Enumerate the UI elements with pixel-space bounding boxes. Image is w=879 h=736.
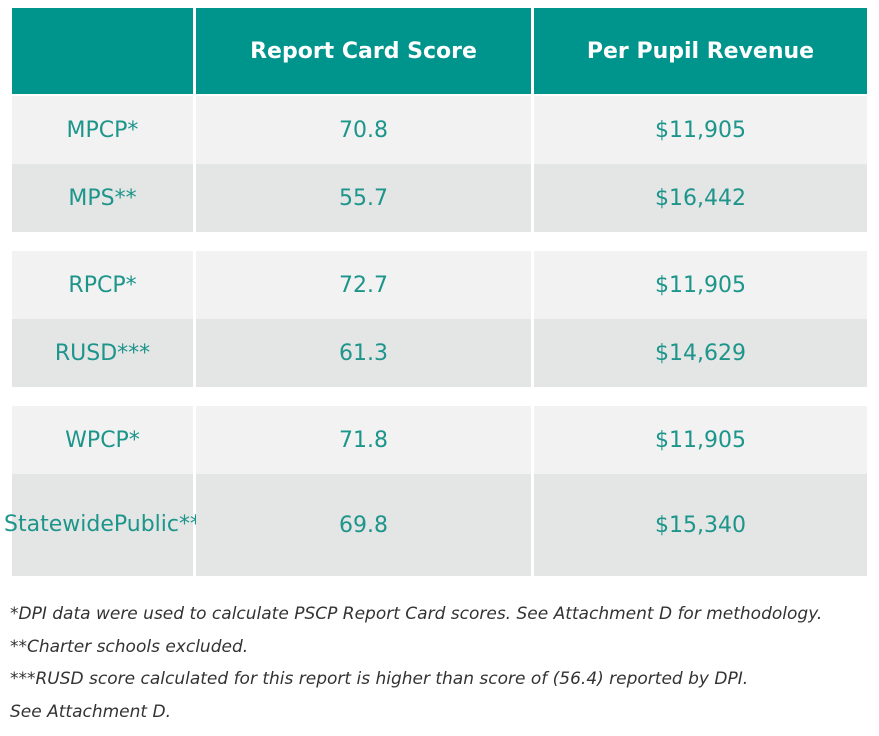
row-label-line1: Statewide <box>4 512 114 537</box>
row-label: RUSD*** <box>12 319 193 387</box>
header-report-card-score: Report Card Score <box>196 8 531 94</box>
table-row: WPCP* 71.8 $11,905 <box>12 406 867 474</box>
table-row: MPS** 55.7 $16,442 <box>12 164 867 232</box>
score-cell: 70.8 <box>196 96 531 164</box>
footnotes: *DPI data were used to calculate PSCP Re… <box>10 598 870 728</box>
score-cell: 55.7 <box>196 164 531 232</box>
header-per-pupil-revenue: Per Pupil Revenue <box>534 8 867 94</box>
revenue-cell: $16,442 <box>534 164 867 232</box>
footnote: ***RUSD score calculated for this report… <box>10 669 749 689</box>
score-cell: 69.8 <box>196 474 531 576</box>
score-cell: 72.7 <box>196 251 531 319</box>
footnote: *DPI data were used to calculate PSCP Re… <box>10 604 823 624</box>
row-label: MPS** <box>12 164 193 232</box>
row-label-line2: Public** <box>113 512 201 537</box>
row-label: MPCP* <box>12 96 193 164</box>
footnote: **Charter schools excluded. <box>10 636 249 657</box>
revenue-cell: $14,629 <box>534 319 867 387</box>
group-divider <box>12 232 867 251</box>
revenue-cell: $15,340 <box>534 474 867 576</box>
row-label: WPCP* <box>12 406 193 474</box>
revenue-cell: $11,905 <box>534 406 867 474</box>
table-row: MPCP* 70.8 $11,905 <box>12 96 867 164</box>
score-cell: 71.8 <box>196 406 531 474</box>
revenue-cell: $11,905 <box>534 251 867 319</box>
table-header: Report Card Score Per Pupil Revenue <box>12 8 867 94</box>
comparison-table: Report Card Score Per Pupil Revenue MPCP… <box>4 8 867 576</box>
header-cell-empty <box>12 8 193 94</box>
group-divider <box>12 387 867 406</box>
score-cell: 61.3 <box>196 319 531 387</box>
table-row: Statewide Public** 69.8 $15,340 <box>4 474 867 576</box>
table-row: RUSD*** 61.3 $14,629 <box>12 319 867 387</box>
row-label: Statewide Public** <box>4 474 201 576</box>
footnote: See Attachment D. <box>10 701 171 722</box>
table-row: RPCP* 72.7 $11,905 <box>12 251 867 319</box>
row-label: RPCP* <box>12 251 193 319</box>
revenue-cell: $11,905 <box>534 96 867 164</box>
